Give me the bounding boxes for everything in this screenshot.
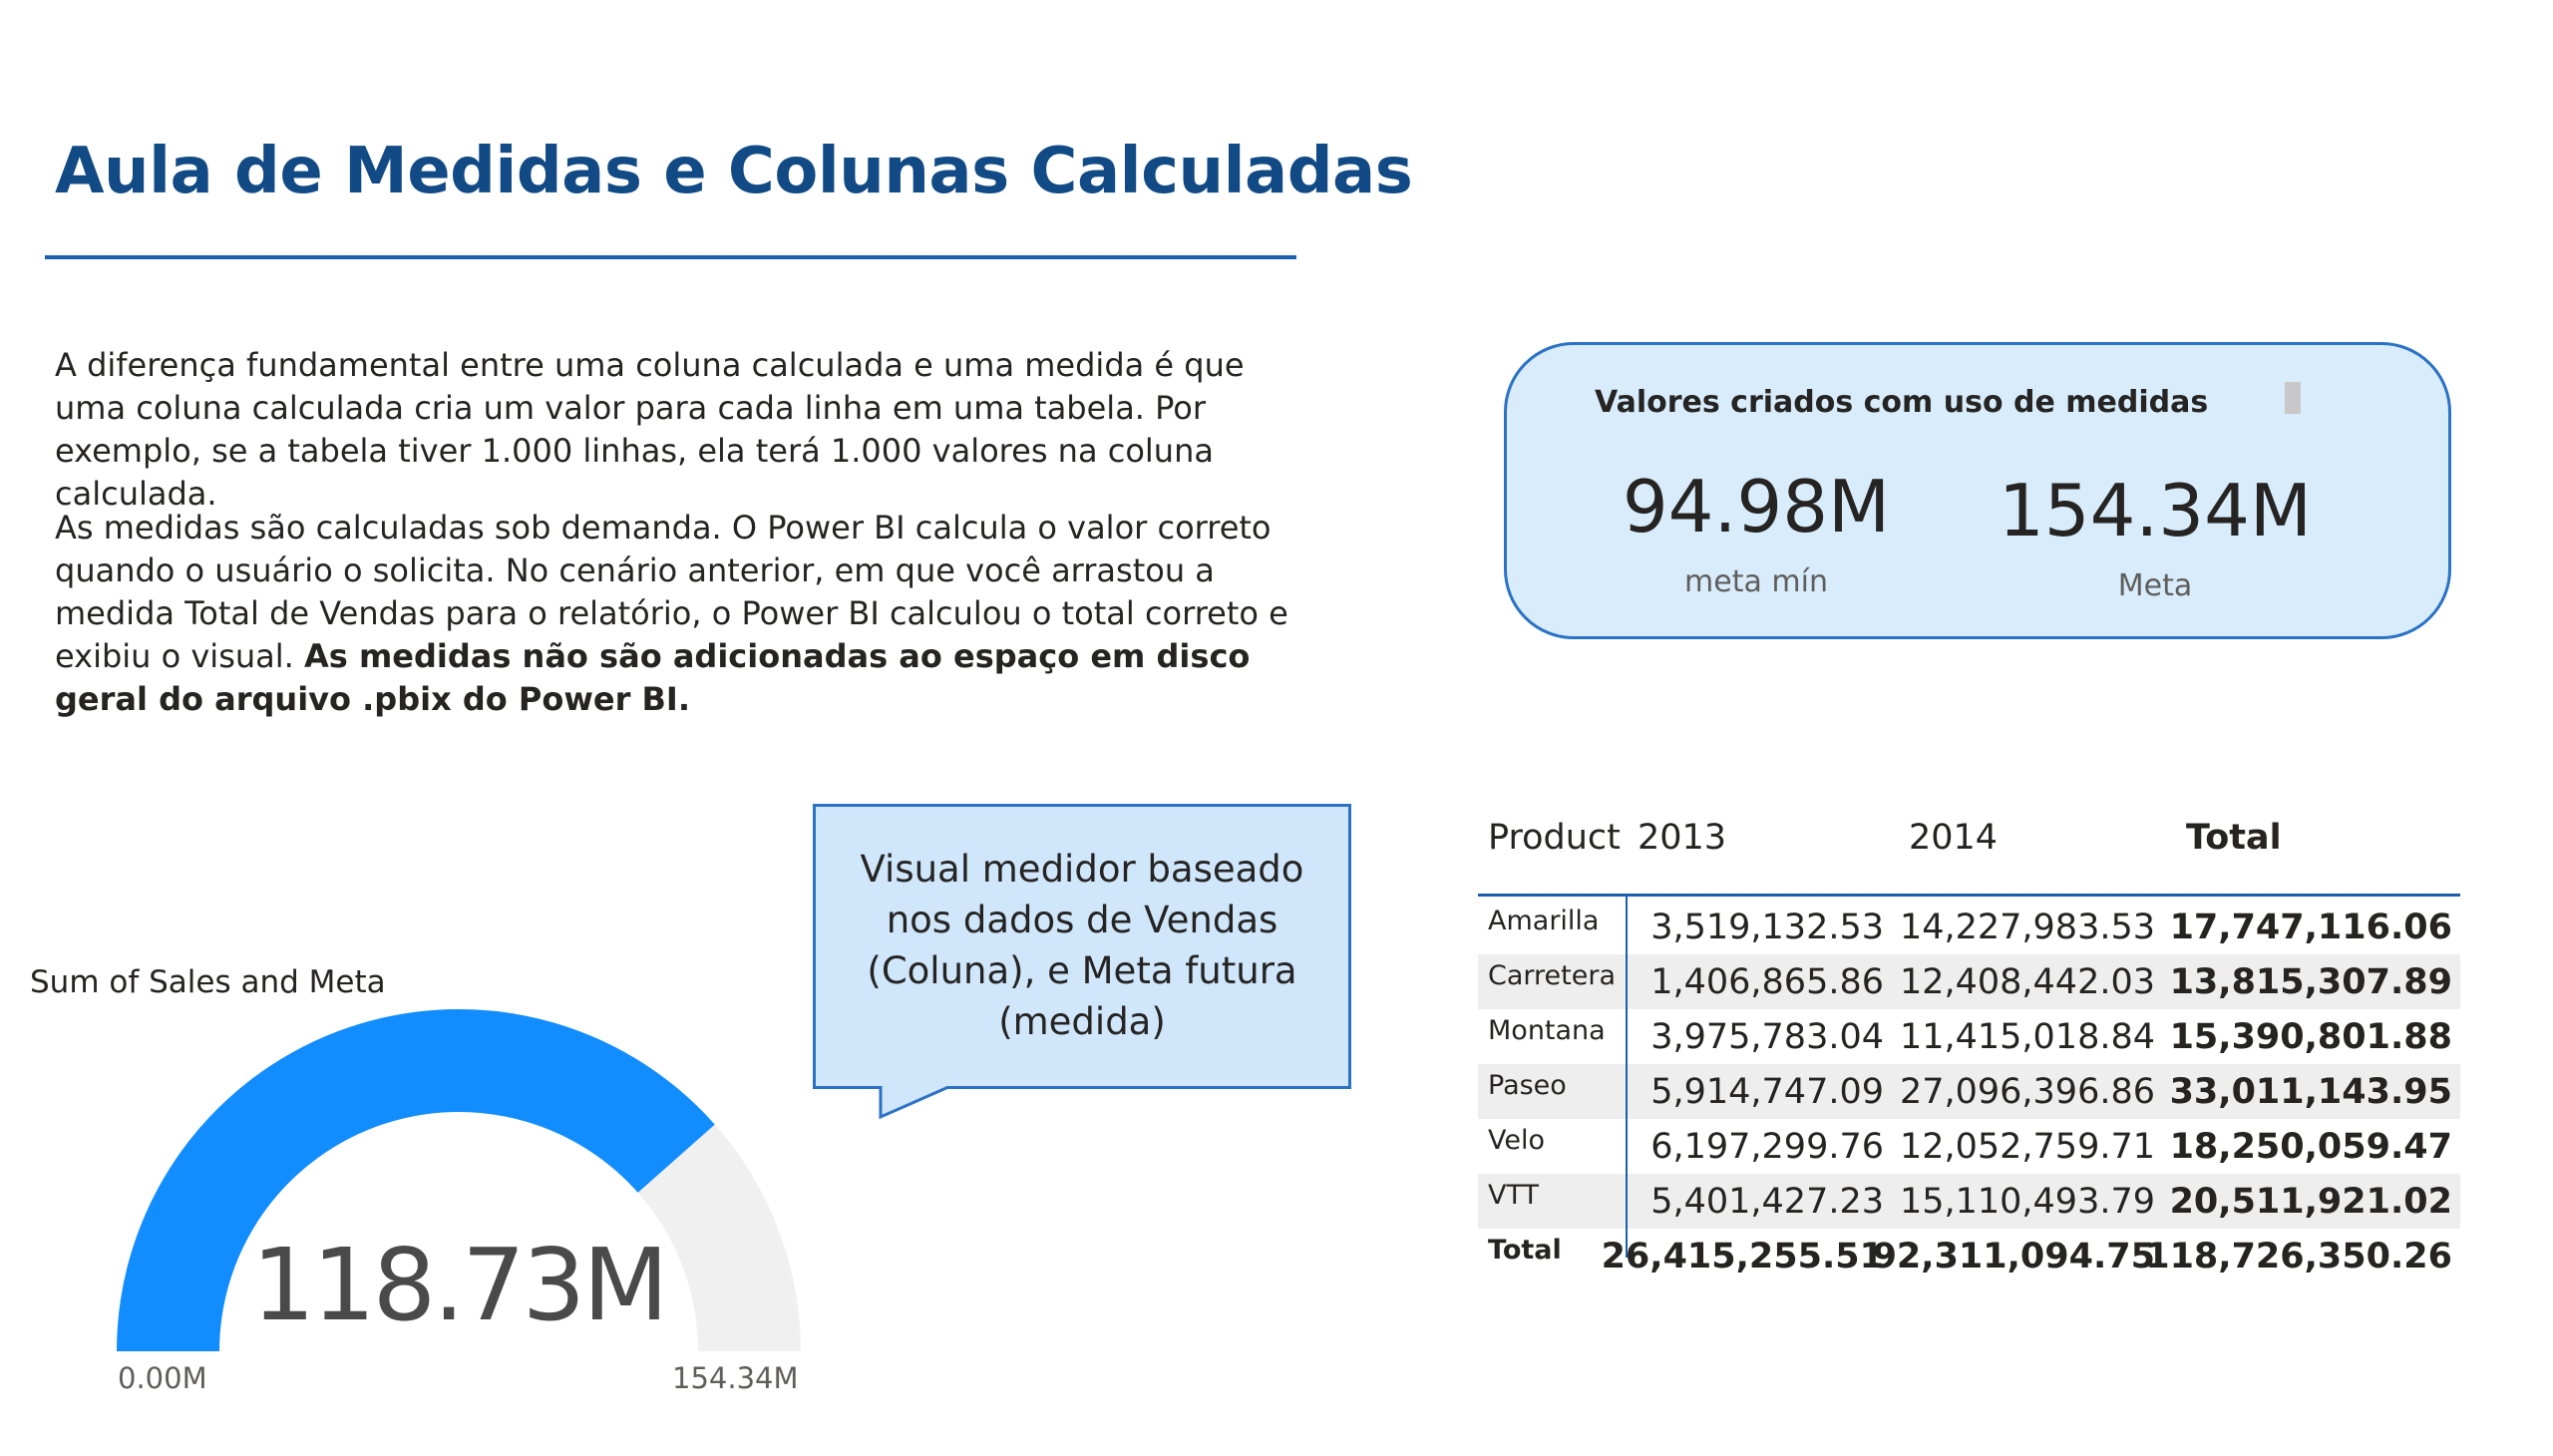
kpi-meta-value: 154.34M (1998, 469, 2313, 552)
measures-card[interactable]: Valores criados com uso de medidas 94.98… (1504, 342, 2451, 639)
kpi-meta-min-value: 94.98M (1622, 465, 1891, 548)
row-total-label: Total (1488, 1235, 1562, 1266)
kpi-meta-min-label: meta mín (1684, 564, 1828, 599)
cell-2013: 3,975,783.04 (1650, 1017, 1884, 1057)
paragraph-measures-bold: As medidas não são adicionadas ao espaço… (55, 637, 1251, 718)
table-row[interactable]: Velo 6,197,299.76 12,052,759.71 18,250,0… (1478, 1119, 2460, 1174)
kpi-meta-label: Meta (2117, 568, 2193, 603)
cell-total: 17,747,116.06 (2169, 908, 2452, 947)
cell-2014: 27,096,396.86 (1899, 1072, 2155, 1112)
paragraph-measures: As medidas são calculadas sob demanda. O… (55, 507, 1311, 721)
cell-2014-total: 92,311,094.75 (1872, 1237, 2155, 1276)
paragraph-calculated-columns: A diferença fundamental entre uma coluna… (55, 346, 1245, 513)
cell-2013-total: 26,415,255.51 (1601, 1237, 1884, 1276)
column-header-2014[interactable]: 2014 (1909, 818, 1999, 858)
table-row[interactable]: Amarilla 3,519,132.53 14,227,983.53 17,7… (1478, 900, 2460, 954)
row-header-divider (1626, 897, 1628, 1258)
cell-2013: 1,406,865.86 (1650, 962, 1884, 1002)
gauge-max-label: 154.34M (672, 1361, 799, 1395)
callout-note: Visual medidor baseado nos dados de Vend… (813, 804, 1351, 1120)
paragraph-measures-regular: As medidas são calculadas sob demanda. O… (55, 509, 1288, 675)
callout-text: Visual medidor baseado nos dados de Vend… (860, 848, 1304, 1043)
cell-total: 33,011,143.95 (2169, 1072, 2452, 1112)
column-header-total[interactable]: Total (2186, 818, 2282, 858)
cell-total: 20,511,921.02 (2169, 1182, 2452, 1222)
cell-2013: 6,197,299.76 (1650, 1127, 1884, 1167)
cell-total: 15,390,801.88 (2169, 1017, 2452, 1057)
table-total-row[interactable]: Total 26,415,255.51 92,311,094.75 118,72… (1478, 1229, 2460, 1283)
cell-2014: 12,408,442.03 (1899, 962, 2155, 1002)
cell-2013: 5,914,747.09 (1650, 1072, 1884, 1112)
cell-2014: 14,227,983.53 (1899, 908, 2155, 947)
cell-2013: 5,401,427.23 (1650, 1182, 1884, 1222)
cell-2013: 3,519,132.53 (1650, 908, 1884, 947)
row-product: VTT (1488, 1180, 1539, 1211)
column-header-product[interactable]: Product (1488, 818, 1621, 858)
title-divider (45, 255, 1296, 259)
card-title: Valores criados com uso de medidas (1595, 385, 2209, 420)
gauge-fill[interactable] (117, 1009, 715, 1351)
gauge-title: Sum of Sales and Meta (30, 964, 386, 1000)
page-title: Aula de Medidas e Colunas Calculadas (55, 135, 1413, 208)
table-row[interactable]: Carretera 1,406,865.86 12,408,442.03 13,… (1478, 954, 2460, 1009)
row-product: Velo (1488, 1125, 1546, 1156)
cell-2014: 11,415,018.84 (1899, 1017, 2155, 1057)
card-scrollbar[interactable] (2285, 382, 2301, 414)
row-product: Montana (1488, 1015, 1606, 1046)
row-product: Amarilla (1488, 906, 1600, 936)
cell-2014: 12,052,759.71 (1899, 1127, 2155, 1167)
column-header-2013[interactable]: 2013 (1638, 818, 1727, 858)
table-row[interactable]: Montana 3,975,783.04 11,415,018.84 15,39… (1478, 1009, 2460, 1064)
cell-2014: 15,110,493.79 (1899, 1182, 2155, 1222)
gauge-chart[interactable] (100, 997, 818, 1366)
row-product: Paseo (1488, 1070, 1567, 1101)
row-product: Carretera (1488, 960, 1616, 991)
cell-grand-total: 118,726,350.26 (2145, 1237, 2452, 1276)
table-row[interactable]: VTT 5,401,427.23 15,110,493.79 20,511,92… (1478, 1174, 2460, 1229)
cell-total: 18,250,059.47 (2169, 1127, 2452, 1167)
cell-total: 13,815,307.89 (2169, 962, 2452, 1002)
gauge-value: 118.73M (251, 1227, 668, 1343)
callout-shape (813, 804, 1351, 1120)
header-divider (1478, 894, 2460, 897)
gauge-min-label: 0.00M (118, 1361, 207, 1395)
table-row[interactable]: Paseo 5,914,747.09 27,096,396.86 33,011,… (1478, 1064, 2460, 1119)
